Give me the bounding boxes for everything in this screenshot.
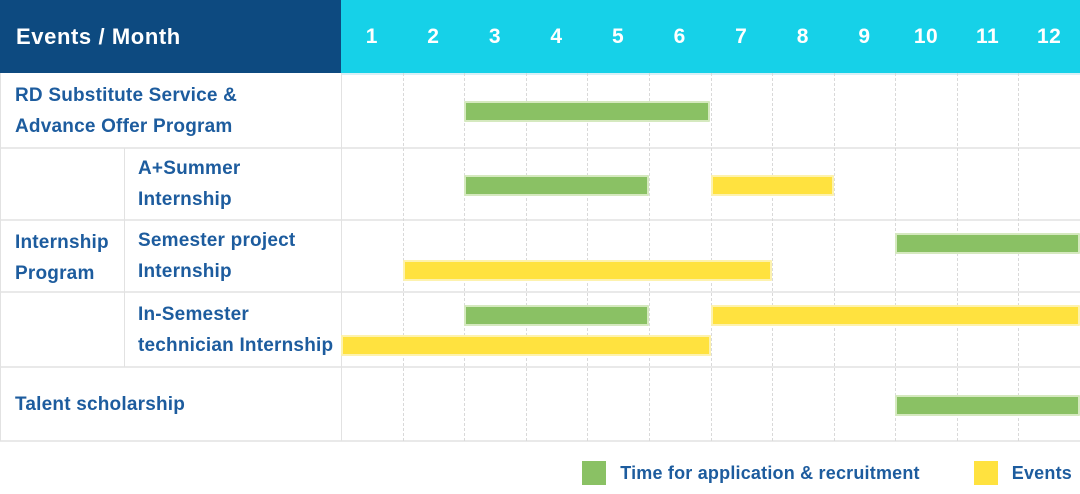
group-sub-divider <box>124 148 125 367</box>
row-label-line: Talent scholarship <box>15 394 186 415</box>
row-label-semester-project: Semester project Internship <box>124 220 341 292</box>
row-label-line: Internship <box>138 261 232 282</box>
label-month-divider <box>341 73 342 441</box>
month-gridline <box>464 73 465 441</box>
month-gridline <box>711 73 712 441</box>
row-label-line: RD Substitute Service & <box>15 84 238 106</box>
gantt-bar-yellow <box>341 335 711 356</box>
month-header-7: 7 <box>735 24 748 48</box>
legend-yellow-swatch-icon <box>973 461 998 485</box>
row-label-line: In-Semester <box>138 303 249 325</box>
gantt-bar-green <box>895 233 1080 254</box>
month-gridline <box>526 73 527 441</box>
row-separator-line <box>0 147 1080 149</box>
legend-label-application: Time for application & recruitment <box>620 462 920 483</box>
month-gridline <box>895 73 896 441</box>
month-header-row: 1 2 3 4 5 6 7 8 9 10 11 12 <box>341 0 1080 73</box>
row-label-line: Internship <box>138 189 232 210</box>
month-header-4: 4 <box>550 24 563 48</box>
month-header-6: 6 <box>673 24 686 48</box>
row-separator-line <box>0 291 1080 293</box>
table-header-title: Events / Month <box>0 0 341 73</box>
month-header-8: 8 <box>796 24 809 48</box>
month-gridline <box>1018 73 1019 441</box>
gantt-bar-green <box>464 174 649 196</box>
gantt-bar-yellow <box>402 260 773 281</box>
row-label-line: Semester project <box>138 230 296 251</box>
row-label-rd-substitute: RD Substitute Service & Advance Offer Pr… <box>0 73 341 148</box>
chart-legend: Time for application & recruitment Event… <box>582 458 1072 488</box>
gantt-bar-green <box>895 395 1080 416</box>
month-header-12: 12 <box>1036 24 1062 48</box>
month-header-5: 5 <box>612 24 625 48</box>
month-header-9: 9 <box>858 24 871 48</box>
row-label-talent-scholarship: Talent scholarship <box>0 367 341 442</box>
row-separator-line <box>0 366 1080 368</box>
header-underline <box>341 73 1080 75</box>
table-left-border <box>0 73 1 441</box>
gantt-bar-green <box>464 101 711 122</box>
row-label-line: A+Summer <box>138 158 241 179</box>
legend-label-events: Events <box>1011 462 1072 483</box>
month-header-3: 3 <box>488 24 502 48</box>
gantt-bar-yellow <box>710 174 834 196</box>
month-gridline <box>834 73 835 441</box>
gantt-bar-green <box>464 305 649 326</box>
row-label-line: Program <box>15 262 95 284</box>
row-separator-line <box>0 219 1080 221</box>
row-label-line: Internship <box>15 231 109 253</box>
month-header-2: 2 <box>427 24 440 48</box>
row-label-in-semester-technician: In-Semester technician Internship <box>124 292 341 367</box>
legend-green-swatch-icon <box>582 461 607 485</box>
month-gridline <box>403 73 404 441</box>
month-gridline <box>649 73 650 441</box>
gantt-bar-yellow <box>710 305 1080 326</box>
row-separator-line <box>0 440 1080 442</box>
month-gridline <box>772 73 773 441</box>
month-gridline <box>957 73 958 441</box>
month-header-10: 10 <box>913 24 939 48</box>
row-label-line: technician Internship <box>138 334 334 356</box>
month-header-1: 1 <box>365 24 378 48</box>
month-header-11: 11 <box>975 24 1000 48</box>
row-label-line: Advance Offer Program <box>15 115 233 137</box>
row-label-a-plus-summer: A+Summer Internship <box>124 148 341 220</box>
row-group-label-internship-program: Internship Program <box>0 148 124 367</box>
month-gridline <box>587 73 588 441</box>
